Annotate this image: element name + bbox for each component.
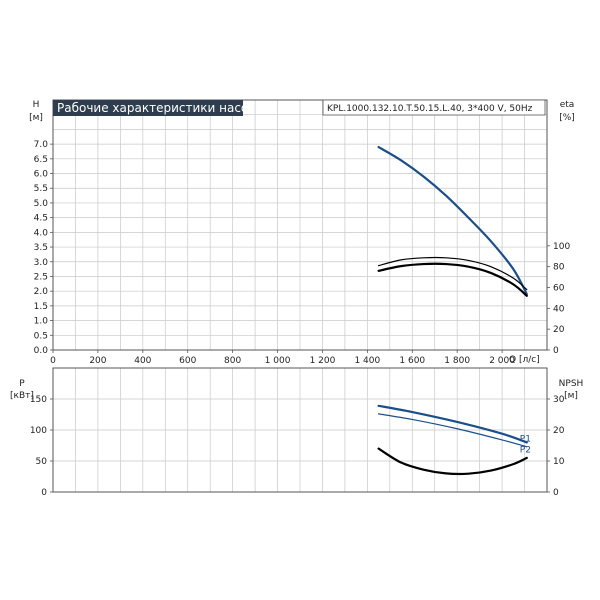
bottom-left-tick-label: 100 [30,426,47,436]
bottom-series-line [377,413,528,448]
series-label-p2: P2 [520,446,531,456]
top-right-tick-label: 60 [553,284,565,294]
top-left-tick-label: 3.0 [34,258,49,268]
x-tick-label: 600 [179,356,196,366]
top-right-axis-label: eta [560,100,575,110]
top-left-tick-label: 1.5 [34,302,48,312]
x-tick-label: 2 000 [489,356,515,366]
bottom-right-axis-unit: [м] [564,391,578,401]
title-banner [53,100,243,116]
top-left-tick-label: 6.0 [34,170,49,180]
top-left-axis-unit: [м] [29,113,43,123]
model-label-box [322,99,546,116]
top-series [377,145,528,297]
bottom-right-tick-label: 0 [553,488,559,498]
top-left-tick-label: 4.0 [34,228,49,238]
x-tick-label: 400 [134,356,151,366]
top-series-line [377,145,528,296]
bottom-ticks: 0 50 100 150 0 10 20 30 [30,395,565,498]
x-tick-label: 800 [224,356,241,366]
x-tick-label: 1 800 [444,356,470,366]
top-grid [53,100,547,350]
top-plot-frame [52,99,548,351]
bottom-right-tick-label: 30 [553,395,565,405]
top-left-tick-label: 0.0 [34,346,49,356]
top-left-axis-label: H [33,100,40,110]
top-right-tick-label: 20 [553,325,565,335]
x-tick-label: 1 200 [310,356,336,366]
top-right-tick-label: 80 [553,263,565,273]
bottom-left-axis-unit: [кВт] [10,391,34,401]
model-label: KPL.1000.132.10.T.50.15.L.40, 3*400 V, 5… [327,104,533,114]
top-left-tick-label: 5.0 [34,199,49,209]
top-left-tick-label: 7.0 [34,140,49,150]
top-right-axis-unit: [%] [559,113,575,123]
top-series-line [377,256,528,291]
bottom-left-tick-label: 0 [41,488,47,498]
top-right-tick-label: 40 [553,304,565,314]
top-right-tick-label: 0 [553,346,559,356]
top-left-tick-label: 2.0 [34,287,49,297]
bottom-left-tick-label: 50 [36,457,48,467]
top-left-tick-label: 4.5 [34,214,48,224]
top-ticks: 0 200 400 600 800 1 000 1 200 1 400 1 600 1 800 2 … [34,140,571,366]
top-left-tick-label: 2.5 [34,272,48,282]
x-tick-label: 1 600 [399,356,425,366]
bottom-left-tick-label: 150 [30,395,47,405]
bottom-right-axis-label: NPSH [559,379,584,389]
bottom-series-line [377,447,528,476]
top-series-line [377,262,528,297]
bottom-right-tick-label: 20 [553,426,565,436]
bottom-left-axis-label: P [19,379,25,389]
bottom-grid [53,368,547,492]
x-tick-label: 0 [50,356,56,366]
x-tick-label: 1 000 [265,356,291,366]
top-left-tick-label: 0.5 [34,331,48,341]
x-tick-label: 1 400 [354,356,380,366]
bottom-right-tick-label: 10 [553,457,565,467]
x-tick-label: 200 [89,356,106,366]
top-right-tick-label: 100 [553,242,570,252]
top-left-tick-label: 1.0 [34,317,49,327]
top-left-tick-label: 6.5 [34,155,48,165]
top-left-tick-label: 5.5 [34,184,48,194]
bottom-series-line [377,404,528,444]
chart-title: Рабочие характеристики насоса [57,101,262,115]
x-axis-label: Q [л/с] [509,355,540,365]
top-left-tick-label: 3.5 [34,243,48,253]
series-label-p1: P1 [520,434,531,444]
